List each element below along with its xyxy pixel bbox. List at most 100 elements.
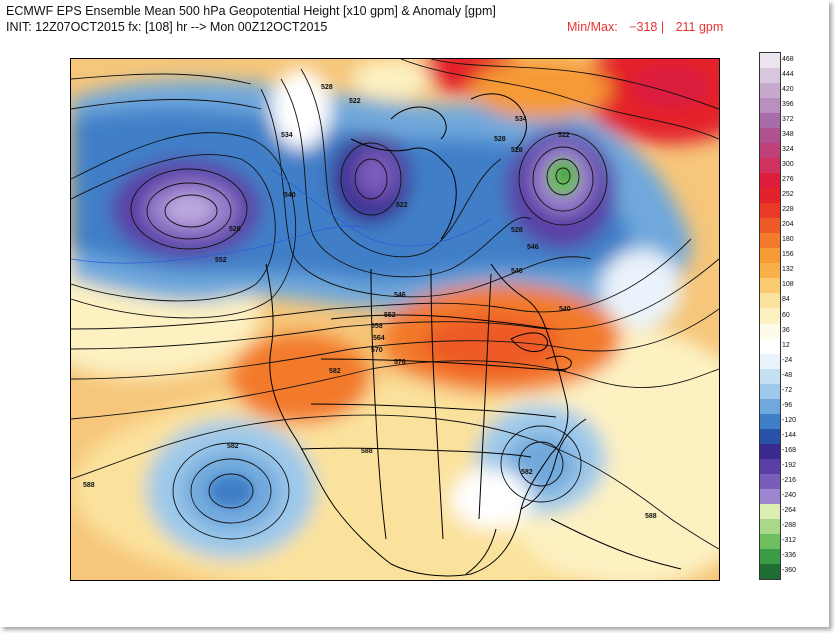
colorbar-tick-label: 372 bbox=[782, 116, 794, 124]
colorbar-tick-label: 156 bbox=[782, 251, 794, 259]
colorbar-segment bbox=[760, 188, 780, 204]
min-value: −318 | bbox=[629, 20, 665, 34]
weather-map: 528 522 534 540 528 552 546 522 528 534 … bbox=[70, 58, 720, 581]
colorbar-tick-label: 300 bbox=[782, 161, 794, 169]
colorbar bbox=[759, 52, 781, 580]
colorbar-segment bbox=[760, 173, 780, 189]
contour-label: 576 bbox=[394, 359, 406, 366]
colorbar-tick-label: 420 bbox=[782, 86, 794, 94]
blue-contours bbox=[71, 168, 492, 264]
colorbar-tick-label: -360 bbox=[782, 566, 797, 574]
colorbar-tick-label: 84 bbox=[782, 296, 790, 304]
contour-label: 582 bbox=[329, 368, 341, 375]
colorbar-tick-label: -24 bbox=[782, 356, 793, 364]
colorbar-segment bbox=[760, 323, 780, 340]
colorbar-segment bbox=[760, 353, 780, 370]
contour-label: 552 bbox=[384, 312, 396, 319]
contour-label: 528 bbox=[511, 227, 523, 234]
colorbar-tick-label: 108 bbox=[782, 281, 794, 289]
colorbar-segment bbox=[760, 473, 780, 490]
colorbar-segment bbox=[760, 368, 780, 385]
colorbar-segment bbox=[760, 533, 780, 550]
max-value: 211 gpm bbox=[675, 20, 724, 34]
colorbar-tick-label: 132 bbox=[782, 266, 794, 274]
colorbar-tick-label: 348 bbox=[782, 131, 794, 139]
anomaly-cores bbox=[167, 65, 711, 507]
contour-label: 540 bbox=[559, 306, 571, 313]
colorbar-segment bbox=[760, 488, 780, 505]
colorbar-segment bbox=[760, 263, 780, 279]
colorbar-tick-label: 36 bbox=[782, 326, 790, 334]
colorbar-segment bbox=[760, 308, 780, 324]
init-forecast-line: INIT: 12Z07OCT2015 fx: [108] hr --> Mon … bbox=[6, 20, 328, 34]
contour-label: 522 bbox=[349, 98, 361, 105]
colorbar-segment bbox=[760, 203, 780, 219]
contour-label: 564 bbox=[373, 335, 385, 342]
colorbar-segment bbox=[760, 563, 780, 580]
contour-label: 570 bbox=[371, 347, 383, 354]
contour-label: 582 bbox=[227, 443, 239, 450]
colorbar-segment bbox=[760, 518, 780, 535]
colorbar-segment bbox=[760, 233, 780, 249]
colorbar-segment bbox=[760, 98, 780, 114]
colorbar-tick-label: 12 bbox=[782, 341, 790, 349]
colorbar-tick-label: -288 bbox=[782, 521, 797, 529]
contour-label: 534 bbox=[515, 116, 527, 123]
contour-label: 522 bbox=[558, 132, 570, 139]
height-contours bbox=[71, 59, 719, 550]
chart-title: ECMWF EPS Ensemble Mean 500 hPa Geopoten… bbox=[6, 4, 496, 18]
min-max-readout: Min/Max: −318 | 211 gpm bbox=[567, 20, 723, 34]
contour-label: 528 bbox=[229, 226, 241, 233]
colorbar-segment bbox=[760, 548, 780, 565]
colorbar-segment bbox=[760, 128, 780, 144]
colorbar-segment bbox=[760, 443, 780, 460]
colorbar-segment bbox=[760, 413, 780, 430]
colorbar-tick-label: 228 bbox=[782, 206, 794, 214]
colorbar-tick-label: -240 bbox=[782, 491, 797, 499]
colorbar-tick-label: -168 bbox=[782, 446, 797, 454]
colorbar-tick-label: -144 bbox=[782, 431, 797, 439]
contour-label: 546 bbox=[527, 244, 539, 251]
colorbar-tick-label: -192 bbox=[782, 461, 797, 469]
contour-label: 546 bbox=[394, 292, 406, 299]
colorbar-tick-label: 396 bbox=[782, 101, 794, 109]
colorbar-tick-label: 252 bbox=[782, 191, 794, 199]
colorbar-segment bbox=[760, 68, 780, 84]
colorbar-segment bbox=[760, 278, 780, 294]
min-max-label: Min/Max: bbox=[567, 20, 618, 34]
contour-label: 540 bbox=[284, 192, 296, 199]
contour-label: 546 bbox=[511, 268, 523, 275]
colorbar-tick-label: -312 bbox=[782, 536, 797, 544]
colorbar-segment bbox=[760, 503, 780, 520]
colorbar-tick-label: 276 bbox=[782, 176, 794, 184]
contour-label: 522 bbox=[396, 202, 408, 209]
colorbar-tick-label: 468 bbox=[782, 56, 794, 63]
coastlines bbox=[265, 93, 682, 577]
colorbar-segment bbox=[760, 113, 780, 129]
colorbar-tick-label: 60 bbox=[782, 311, 790, 319]
colorbar-tick-label: -120 bbox=[782, 416, 797, 424]
contour-label: 528 bbox=[321, 84, 333, 91]
colorbar-tick-label: 204 bbox=[782, 221, 794, 229]
colorbar-tick-label: 324 bbox=[782, 146, 794, 154]
colorbar-segment bbox=[760, 398, 780, 415]
colorbar-segment bbox=[760, 218, 780, 234]
colorbar-tick-label: 180 bbox=[782, 236, 794, 244]
colorbar-segment bbox=[760, 383, 780, 400]
contour-label: 534 bbox=[281, 132, 293, 139]
contour-label: 528 bbox=[511, 147, 523, 154]
colorbar-segment bbox=[760, 83, 780, 99]
colorbar-segment bbox=[760, 248, 780, 264]
contour-label: 588 bbox=[361, 448, 373, 455]
contour-labels: 528 522 534 540 528 552 546 522 528 534 … bbox=[83, 84, 657, 520]
contour-label: 528 bbox=[494, 136, 506, 143]
colorbar-segment bbox=[760, 338, 780, 355]
map-svg: 528 522 534 540 528 552 546 522 528 534 … bbox=[71, 59, 719, 580]
colorbar-segment bbox=[760, 143, 780, 159]
contour-label: 588 bbox=[645, 513, 657, 520]
colorbar-tick-label: -336 bbox=[782, 551, 797, 559]
colorbar-tick-label: -48 bbox=[782, 371, 793, 379]
colorbar-segment bbox=[760, 293, 780, 309]
colorbar-segment bbox=[760, 458, 780, 475]
colorbar-tick-label: -96 bbox=[782, 401, 793, 409]
